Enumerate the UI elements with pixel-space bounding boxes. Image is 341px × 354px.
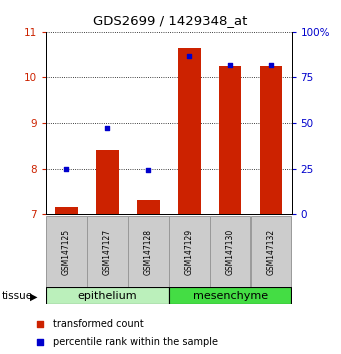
Bar xyxy=(169,287,291,304)
Point xyxy=(268,62,274,68)
Text: GSM147132: GSM147132 xyxy=(267,229,276,275)
Text: GSM147127: GSM147127 xyxy=(103,229,112,275)
Text: GSM147130: GSM147130 xyxy=(226,229,235,275)
Text: transformed count: transformed count xyxy=(53,319,144,329)
Point xyxy=(146,167,151,173)
Text: epithelium: epithelium xyxy=(78,291,137,301)
Text: GSM147125: GSM147125 xyxy=(62,229,71,275)
Point xyxy=(37,339,43,344)
Point xyxy=(187,53,192,58)
Bar xyxy=(46,287,168,304)
Bar xyxy=(96,150,119,214)
Bar xyxy=(46,216,87,289)
Text: GSM147129: GSM147129 xyxy=(185,229,194,275)
Bar xyxy=(178,48,201,214)
Text: GSM147128: GSM147128 xyxy=(144,229,153,275)
Point xyxy=(37,321,43,327)
Point xyxy=(227,62,233,68)
Text: ▶: ▶ xyxy=(30,291,38,301)
Text: percentile rank within the sample: percentile rank within the sample xyxy=(53,337,218,347)
Text: tissue: tissue xyxy=(2,291,33,301)
Bar xyxy=(87,216,128,289)
Bar xyxy=(260,66,282,214)
Bar xyxy=(210,216,250,289)
Bar xyxy=(55,207,78,214)
Bar xyxy=(128,216,168,289)
Point xyxy=(105,126,110,131)
Text: GDS2699 / 1429348_at: GDS2699 / 1429348_at xyxy=(93,14,248,27)
Bar xyxy=(251,216,291,289)
Bar xyxy=(219,66,241,214)
Bar xyxy=(137,200,160,214)
Bar xyxy=(169,216,209,289)
Text: mesenchyme: mesenchyme xyxy=(193,291,268,301)
Point xyxy=(64,166,69,171)
